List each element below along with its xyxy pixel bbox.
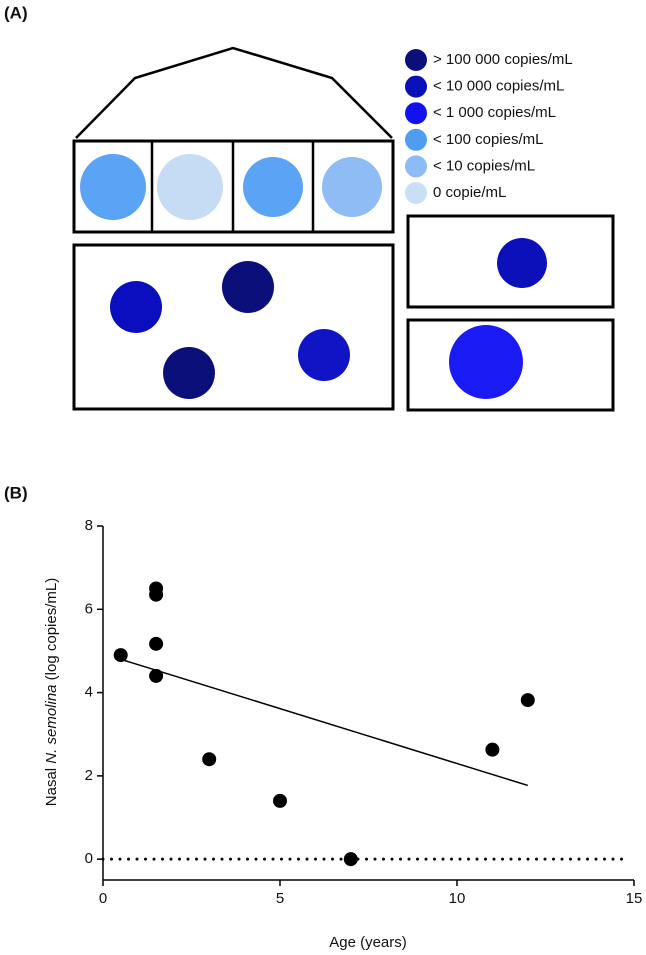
y-tick-label: 0 (85, 850, 93, 867)
sample-circle (243, 157, 303, 217)
data-point (343, 852, 358, 867)
sample-circle (157, 154, 223, 220)
legend-label: > 100 000 copies/mL (433, 51, 573, 68)
legend-label: < 100 copies/mL (433, 131, 544, 148)
legend-swatch (405, 49, 427, 71)
legend-swatch (405, 128, 427, 151)
x-tick-label: 5 (276, 890, 284, 907)
data-point (149, 587, 164, 602)
legend-swatch (405, 182, 427, 204)
y-axis-label-part: N. semolina (43, 684, 60, 763)
roof (75, 46, 393, 139)
room-large (72, 243, 395, 411)
y-axis-label-part: Nasal (43, 764, 60, 807)
legend-label: 0 copie/mL (433, 184, 506, 201)
legend-swatch (405, 102, 427, 125)
data-point (149, 668, 164, 683)
sample-circle (80, 154, 146, 220)
sample-circle (449, 325, 523, 399)
legend-label: < 10 copies/mL (433, 157, 535, 174)
data-point (149, 636, 164, 651)
data-point (273, 793, 287, 808)
x-axis-label: Age (years) (329, 934, 407, 951)
legend-swatch (405, 75, 427, 98)
room-right-top (406, 214, 615, 309)
x-tick-label: 0 (99, 890, 107, 907)
legend-swatch (405, 155, 427, 178)
trendline (120, 658, 529, 787)
y-axis-label: Nasal N. semolina (log copies/mL) (43, 578, 60, 806)
legend-label: < 10 000 copies/mL (433, 78, 564, 95)
house (72, 46, 615, 412)
y-tick-label: 6 (85, 600, 93, 617)
x-tick-label: 10 (449, 890, 466, 907)
legend-label: < 1 000 copies/mL (433, 104, 556, 121)
data-point (202, 752, 217, 767)
y-tick-label: 2 (85, 767, 93, 784)
y-axis-label-part: (log copies/mL) (43, 578, 60, 685)
sample-circle (163, 347, 215, 399)
data-point (485, 742, 500, 757)
panel-label: (A) (4, 3, 28, 22)
sample-circle (110, 281, 162, 333)
room-right-bottom (406, 318, 615, 412)
panel-label: (B) (4, 483, 28, 502)
data-point (520, 693, 535, 708)
sample-circle (497, 238, 547, 288)
x-tick-label: 15 (626, 890, 643, 907)
sample-circle (222, 261, 274, 313)
sample-circle (322, 157, 382, 217)
y-tick-label: 8 (85, 517, 93, 534)
data-point (113, 648, 128, 663)
sample-circle (298, 329, 350, 381)
y-tick-label: 4 (85, 684, 93, 701)
